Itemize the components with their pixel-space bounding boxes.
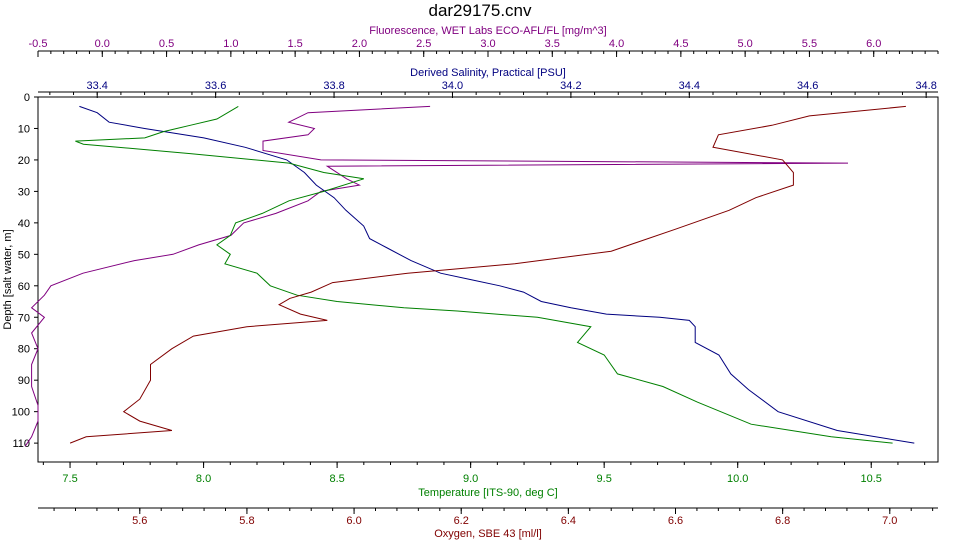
x-axis-title-temperature: Temperature [ITS-90, deg C] [418,487,557,499]
x-tick-label-oxygen: 6.2 [454,515,469,527]
x-tick-label-temperature: 8.5 [329,473,344,485]
y-tick-label: 10 [18,123,30,135]
series-line-salinity [79,105,915,444]
x-tick-label-fluorescence: 2.5 [416,38,431,50]
x-axis-title-oxygen: Oxygen, SBE 43 [ml/l] [434,528,542,540]
x-tick-label-oxygen: 6.0 [346,515,361,527]
series-line-temperature [75,105,893,444]
x-tick-label-fluorescence: 5.0 [737,38,752,50]
y-tick-label: 0 [24,92,30,104]
x-tick-label-fluorescence: 3.0 [480,38,495,50]
x-tick-label-oxygen: 5.8 [239,515,254,527]
y-tick-label: 100 [12,407,30,419]
series-layer [24,105,915,447]
x-tick-label-fluorescence: 6.0 [866,38,881,50]
x-tick-label-temperature: 8.0 [196,473,211,485]
x-tick-label-salinity: 33.6 [205,80,226,92]
x-tick-label-salinity: 34.0 [442,80,463,92]
y-tick-label: 110 [12,438,30,450]
x-tick-label-oxygen: 5.6 [132,515,147,527]
x-tick-label-fluorescence: 2.0 [352,38,367,50]
y-tick-label: 40 [18,218,30,230]
x-tick-label-fluorescence: 0.0 [95,38,110,50]
x-tick-label-fluorescence: 0.5 [159,38,174,50]
x-axis-title-fluorescence: Fluorescence, WET Labs ECO-AFL/FL [mg/m^… [369,25,606,37]
y-tick-label: 80 [18,344,30,356]
x-tick-label-temperature: 10.5 [861,473,882,485]
x-tick-label-oxygen: 6.4 [561,515,576,527]
y-tick-label: 70 [18,312,30,324]
x-tick-label-salinity: 33.8 [323,80,344,92]
y-axis-title: Depth [salt water, m] [2,229,14,329]
x-tick-label-fluorescence: 4.5 [673,38,688,50]
y-tick-label: 50 [18,249,30,261]
x-tick-label-salinity: 34.6 [797,80,818,92]
y-tick-label: 30 [18,186,30,198]
x-tick-label-temperature: 9.5 [597,473,612,485]
x-tick-label-temperature: 9.0 [463,473,478,485]
x-tick-label-oxygen: 7.0 [882,515,897,527]
x-tick-label-salinity: 34.2 [560,80,581,92]
x-tick-label-fluorescence: 5.5 [802,38,817,50]
x-tick-label-salinity: 33.4 [86,80,107,92]
axes-layer: 0 10 20 30 40 50 60 70 80 90 100 110 Depth [salt wat… [2,25,939,540]
x-tick-label-salinity: 34.4 [679,80,700,92]
x-tick-label-fluorescence: 3.5 [545,38,560,50]
y-tick-label: 20 [18,155,30,167]
x-tick-label-oxygen: 6.8 [775,515,790,527]
x-tick-label-fluorescence: 1.5 [287,38,302,50]
y-tick-label: 90 [18,375,30,387]
x-tick-label-salinity: 34.8 [915,80,936,92]
plot-frame [37,96,939,463]
x-tick-label-fluorescence: 4.0 [609,38,624,50]
x-tick-label-temperature: 10.0 [727,473,748,485]
x-tick-label-temperature: 7.5 [62,473,77,485]
x-axis-title-salinity: Derived Salinity, Practical [PSU] [410,67,566,79]
x-tick-label-fluorescence: 1.0 [223,38,238,50]
series-line-fluorescence [24,105,849,447]
y-tick-label: 60 [18,281,30,293]
chart-title: dar29175.cnv [428,1,532,20]
x-tick-label-oxygen: 6.6 [668,515,683,527]
series-line-oxygen [69,105,906,444]
x-tick-label-fluorescence: -0.5 [29,38,48,50]
